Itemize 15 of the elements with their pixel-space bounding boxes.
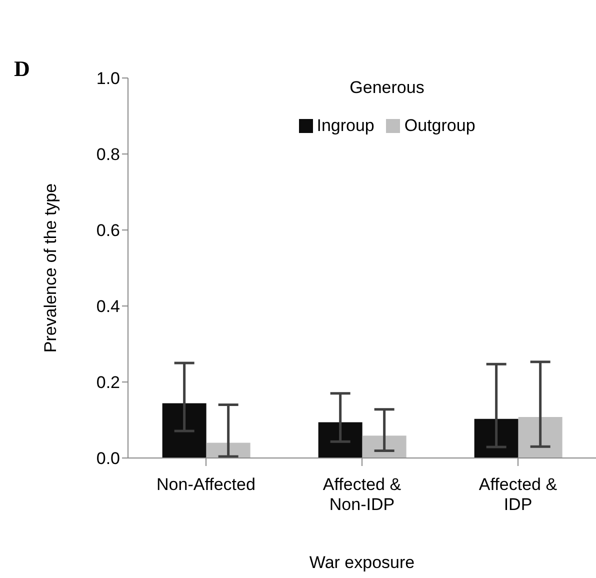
y-axis-title: Prevalence of the type [41, 183, 60, 353]
y-tick-label: 1.0 [96, 69, 120, 88]
y-tick-label: 0.8 [96, 145, 120, 164]
y-tick-label: 0.4 [96, 297, 120, 316]
x-axis-title: War exposure [309, 553, 415, 572]
legend-title: Generous [348, 78, 426, 98]
y-tick-label: 0.0 [96, 449, 120, 468]
y-tick-label: 0.2 [96, 373, 120, 392]
x-tick-label: Affected & Non-IDP [322, 475, 402, 514]
legend-label: Outgroup [403, 116, 476, 136]
text: D [14, 56, 30, 82]
legend-label: Ingroup [316, 116, 374, 136]
x-tick-label: Non-Affected [156, 475, 256, 494]
y-tick-label: 0.6 [96, 221, 120, 240]
x-tick-label: Affected & IDP [478, 475, 558, 514]
